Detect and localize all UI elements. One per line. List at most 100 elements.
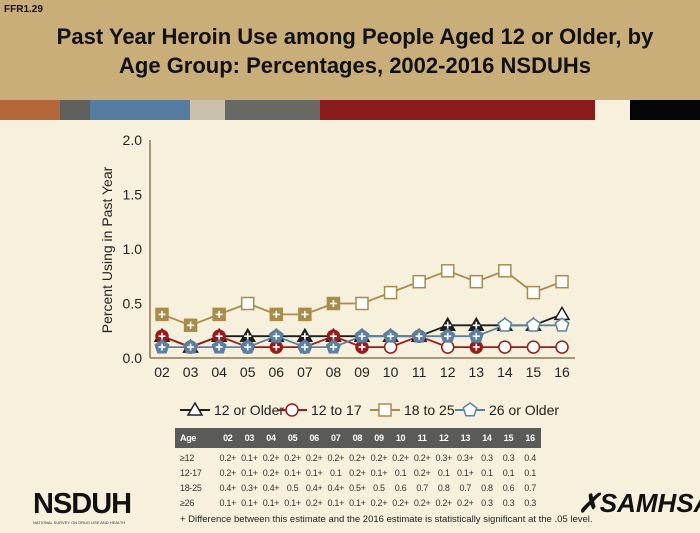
significance-plus-icon <box>472 332 480 340</box>
table-cell: 0.2+ <box>370 497 388 508</box>
significance-plus-icon <box>472 343 480 351</box>
table-cell: 0.6 <box>394 482 407 493</box>
x-tick-label: 08 <box>326 364 342 380</box>
table-cell: 0.1+ <box>327 497 345 508</box>
x-tick-label: 02 <box>154 364 170 380</box>
18-to-25-point <box>240 296 255 311</box>
26-or-older-point <box>525 317 541 332</box>
table-cell: 08 <box>352 433 363 443</box>
significance-plus-icon <box>358 343 366 351</box>
table-row: ≥12 0.2+ 0.1+ 0.2+ 0.2+ 0.2+ 0.2+ 0.2+ 0.2+ 0.2+ 0… <box>175 450 541 465</box>
table-cell: 0.7 <box>524 482 536 493</box>
y-tick-label: 1.5 <box>123 187 143 203</box>
table-cell: 0.2+ <box>284 452 301 463</box>
table-cell: 0.3 <box>502 452 515 463</box>
significance-plus-icon <box>272 310 280 318</box>
table-cell: 14 <box>482 433 492 443</box>
legend-point <box>462 402 478 417</box>
strip-segment <box>60 100 90 120</box>
table-cell: 0.3 <box>481 452 493 463</box>
table-cell: 0.7 <box>459 482 472 493</box>
x-tick-label: 03 <box>183 364 199 380</box>
12-to-17-point <box>498 340 512 354</box>
table-cell: 0.3 <box>502 497 515 508</box>
table-cell: 0.1 <box>329 467 342 478</box>
table-cell: 0.1 <box>524 467 536 478</box>
table-cell: 04 <box>266 433 276 443</box>
table-cell: 0.2+ <box>219 467 237 478</box>
significance-plus-icon <box>387 332 395 340</box>
legend-point <box>378 403 392 417</box>
18-to-25-point <box>412 274 426 289</box>
x-tick-label: 09 <box>354 364 370 380</box>
table-cell: 0.1+ <box>370 467 388 478</box>
table-cell: 0.1+ <box>349 497 366 508</box>
table-row: 12-17 0.2+ 0.1+ 0.2+ 0.1+ 0.1+ 0.1 0.2+ 0.1+ 0.1 0… <box>175 465 541 480</box>
table-cell: 0.1 <box>502 467 515 478</box>
significance-plus-icon <box>272 343 280 351</box>
26-or-older-point <box>497 317 513 332</box>
significance-plus-icon <box>329 332 337 340</box>
table-cell: 0.2+ <box>327 452 345 463</box>
table-cell: 0.8 <box>437 482 450 493</box>
table-cell: 10 <box>395 433 406 443</box>
x-tick-label: 16 <box>554 364 570 380</box>
table-cell: 0.2+ <box>392 497 409 508</box>
legend-label: 18 to 25 <box>404 402 455 418</box>
table-cell: 0.1+ <box>219 497 237 508</box>
row-label: 12-17 <box>180 467 202 478</box>
12-to-17-point <box>383 340 398 354</box>
row-label: 18-25 <box>180 482 202 493</box>
strip-segment <box>190 100 225 120</box>
table-cell: 07 <box>331 433 341 443</box>
significance-plus-icon <box>244 343 252 351</box>
chart-title: Past Year Heroin Use among People Aged 1… <box>40 22 670 80</box>
significance-plus-icon <box>415 332 423 340</box>
table-cell: 0.2+ <box>262 467 280 478</box>
x-tick-label: 06 <box>268 364 284 380</box>
table-cell: 0.7 <box>416 482 428 493</box>
table-cell: 0.1 <box>437 467 450 478</box>
x-tick-label: 04 <box>211 364 227 380</box>
significance-plus-icon <box>301 310 309 318</box>
table-cell: 0.8 <box>481 482 493 493</box>
significance-plus-icon <box>215 310 223 318</box>
table-cell: 0.1+ <box>457 467 474 478</box>
y-tick-label: 0.5 <box>123 296 143 312</box>
x-tick-label: 07 <box>297 364 313 380</box>
table-cell: 0.2+ <box>392 452 409 463</box>
row-label: ≥12 <box>180 452 195 463</box>
table-cell: 0.2+ <box>435 497 453 508</box>
table-cell: 02 <box>223 433 233 443</box>
table-cell: 05 <box>287 433 298 443</box>
table-cell: 11 <box>417 433 427 443</box>
12-to-17-point <box>555 340 569 354</box>
table-cell: 0.3 <box>481 497 493 508</box>
table-cell: 0.1 <box>394 467 407 478</box>
table-cell: 0.4+ <box>327 482 345 493</box>
samhsa-logo: ✗SAMHSA <box>578 488 700 518</box>
table-row: ≥26 0.1+ 0.1+ 0.1+ 0.1+ 0.2+ 0.1+ 0.1+ 0.2+ 0.2+ 0… <box>175 495 541 510</box>
table-cell: 0.4+ <box>305 482 323 493</box>
18-to-25-point <box>555 274 569 289</box>
table-cell: 0.2+ <box>219 452 237 463</box>
strip-segment <box>90 100 190 120</box>
significance-plus-icon <box>272 332 280 340</box>
significance-plus-icon <box>158 310 166 318</box>
legend-point <box>285 403 299 417</box>
table-cell: 0.2+ <box>370 452 388 463</box>
significance-plus-icon <box>215 332 223 340</box>
table-cell: 0.2+ <box>457 497 474 508</box>
significance-plus-icon <box>444 332 452 340</box>
row-label: Age <box>180 433 197 443</box>
color-strip <box>0 100 700 120</box>
18-to-25-point <box>526 285 541 300</box>
strip-segment <box>225 100 320 120</box>
table-header: Age 02 03 04 05 06 07 08 09 10 11 12 13 14 15 16 <box>175 428 541 448</box>
significance-plus-icon <box>444 321 452 329</box>
table-cell: 0.1+ <box>241 497 258 508</box>
x-tick-label: 14 <box>497 364 513 380</box>
18-to-25-point <box>498 264 512 278</box>
significance-plus-icon <box>244 332 252 340</box>
table-cell: 0.1+ <box>284 467 301 478</box>
